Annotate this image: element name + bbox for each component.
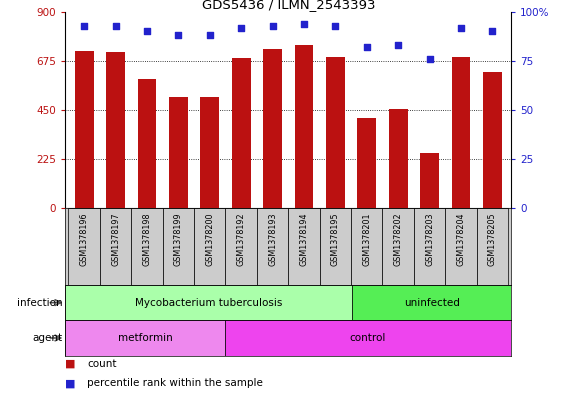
Bar <box>445 208 477 285</box>
Text: GSM1378192: GSM1378192 <box>237 212 246 266</box>
Bar <box>65 320 224 356</box>
Point <box>237 24 246 31</box>
Point <box>331 22 340 29</box>
Bar <box>224 320 511 356</box>
Text: GSM1378193: GSM1378193 <box>268 212 277 266</box>
Point <box>299 20 308 27</box>
Bar <box>69 208 100 285</box>
Text: percentile rank within the sample: percentile rank within the sample <box>87 378 263 388</box>
Bar <box>169 97 188 208</box>
Bar <box>201 97 219 208</box>
Point <box>111 22 120 29</box>
Point <box>362 44 371 50</box>
Bar <box>351 208 382 285</box>
Text: uninfected: uninfected <box>404 298 460 308</box>
Bar <box>320 208 351 285</box>
Bar <box>257 208 288 285</box>
Bar <box>382 208 414 285</box>
Text: ■: ■ <box>65 358 76 369</box>
Text: GSM1378203: GSM1378203 <box>425 212 434 266</box>
Text: control: control <box>350 333 386 343</box>
Bar <box>483 72 502 208</box>
Text: Mycobacterium tuberculosis: Mycobacterium tuberculosis <box>135 298 282 308</box>
Bar <box>389 109 408 208</box>
Bar <box>75 51 94 208</box>
Text: GSM1378204: GSM1378204 <box>457 212 465 266</box>
Text: infection: infection <box>17 298 62 308</box>
Point <box>80 22 89 29</box>
Point <box>174 32 183 39</box>
Text: GSM1378202: GSM1378202 <box>394 212 403 266</box>
Point <box>488 28 497 35</box>
Bar <box>477 208 508 285</box>
Point <box>425 56 434 62</box>
Point <box>205 32 214 39</box>
Bar <box>100 208 131 285</box>
Bar <box>414 208 445 285</box>
Bar <box>289 208 320 285</box>
Point <box>143 28 152 35</box>
Text: GSM1378197: GSM1378197 <box>111 212 120 266</box>
Bar <box>106 52 125 208</box>
Text: GSM1378194: GSM1378194 <box>299 212 308 266</box>
Point <box>268 22 277 29</box>
Bar <box>232 58 250 208</box>
Title: GDS5436 / ILMN_2543393: GDS5436 / ILMN_2543393 <box>202 0 375 11</box>
Bar <box>295 44 314 208</box>
Text: GSM1378200: GSM1378200 <box>205 212 214 266</box>
Text: GSM1378205: GSM1378205 <box>488 212 497 266</box>
Bar <box>352 285 511 320</box>
Text: ■: ■ <box>65 378 76 388</box>
Text: metformin: metformin <box>118 333 172 343</box>
Bar <box>65 285 352 320</box>
Text: GSM1378199: GSM1378199 <box>174 212 183 266</box>
Text: GSM1378201: GSM1378201 <box>362 212 371 266</box>
Bar <box>263 49 282 208</box>
Bar <box>162 208 194 285</box>
Bar <box>420 152 439 208</box>
Bar <box>452 57 470 208</box>
Point <box>394 42 403 48</box>
Text: GSM1378196: GSM1378196 <box>80 212 89 266</box>
Bar <box>326 57 345 208</box>
Text: agent: agent <box>32 333 62 343</box>
Bar <box>357 118 376 208</box>
Bar <box>131 208 162 285</box>
Bar <box>194 208 225 285</box>
Text: GSM1378198: GSM1378198 <box>143 212 152 266</box>
Bar <box>137 79 156 208</box>
Bar <box>225 208 257 285</box>
Point <box>457 24 466 31</box>
Text: GSM1378195: GSM1378195 <box>331 212 340 266</box>
Text: count: count <box>87 358 116 369</box>
